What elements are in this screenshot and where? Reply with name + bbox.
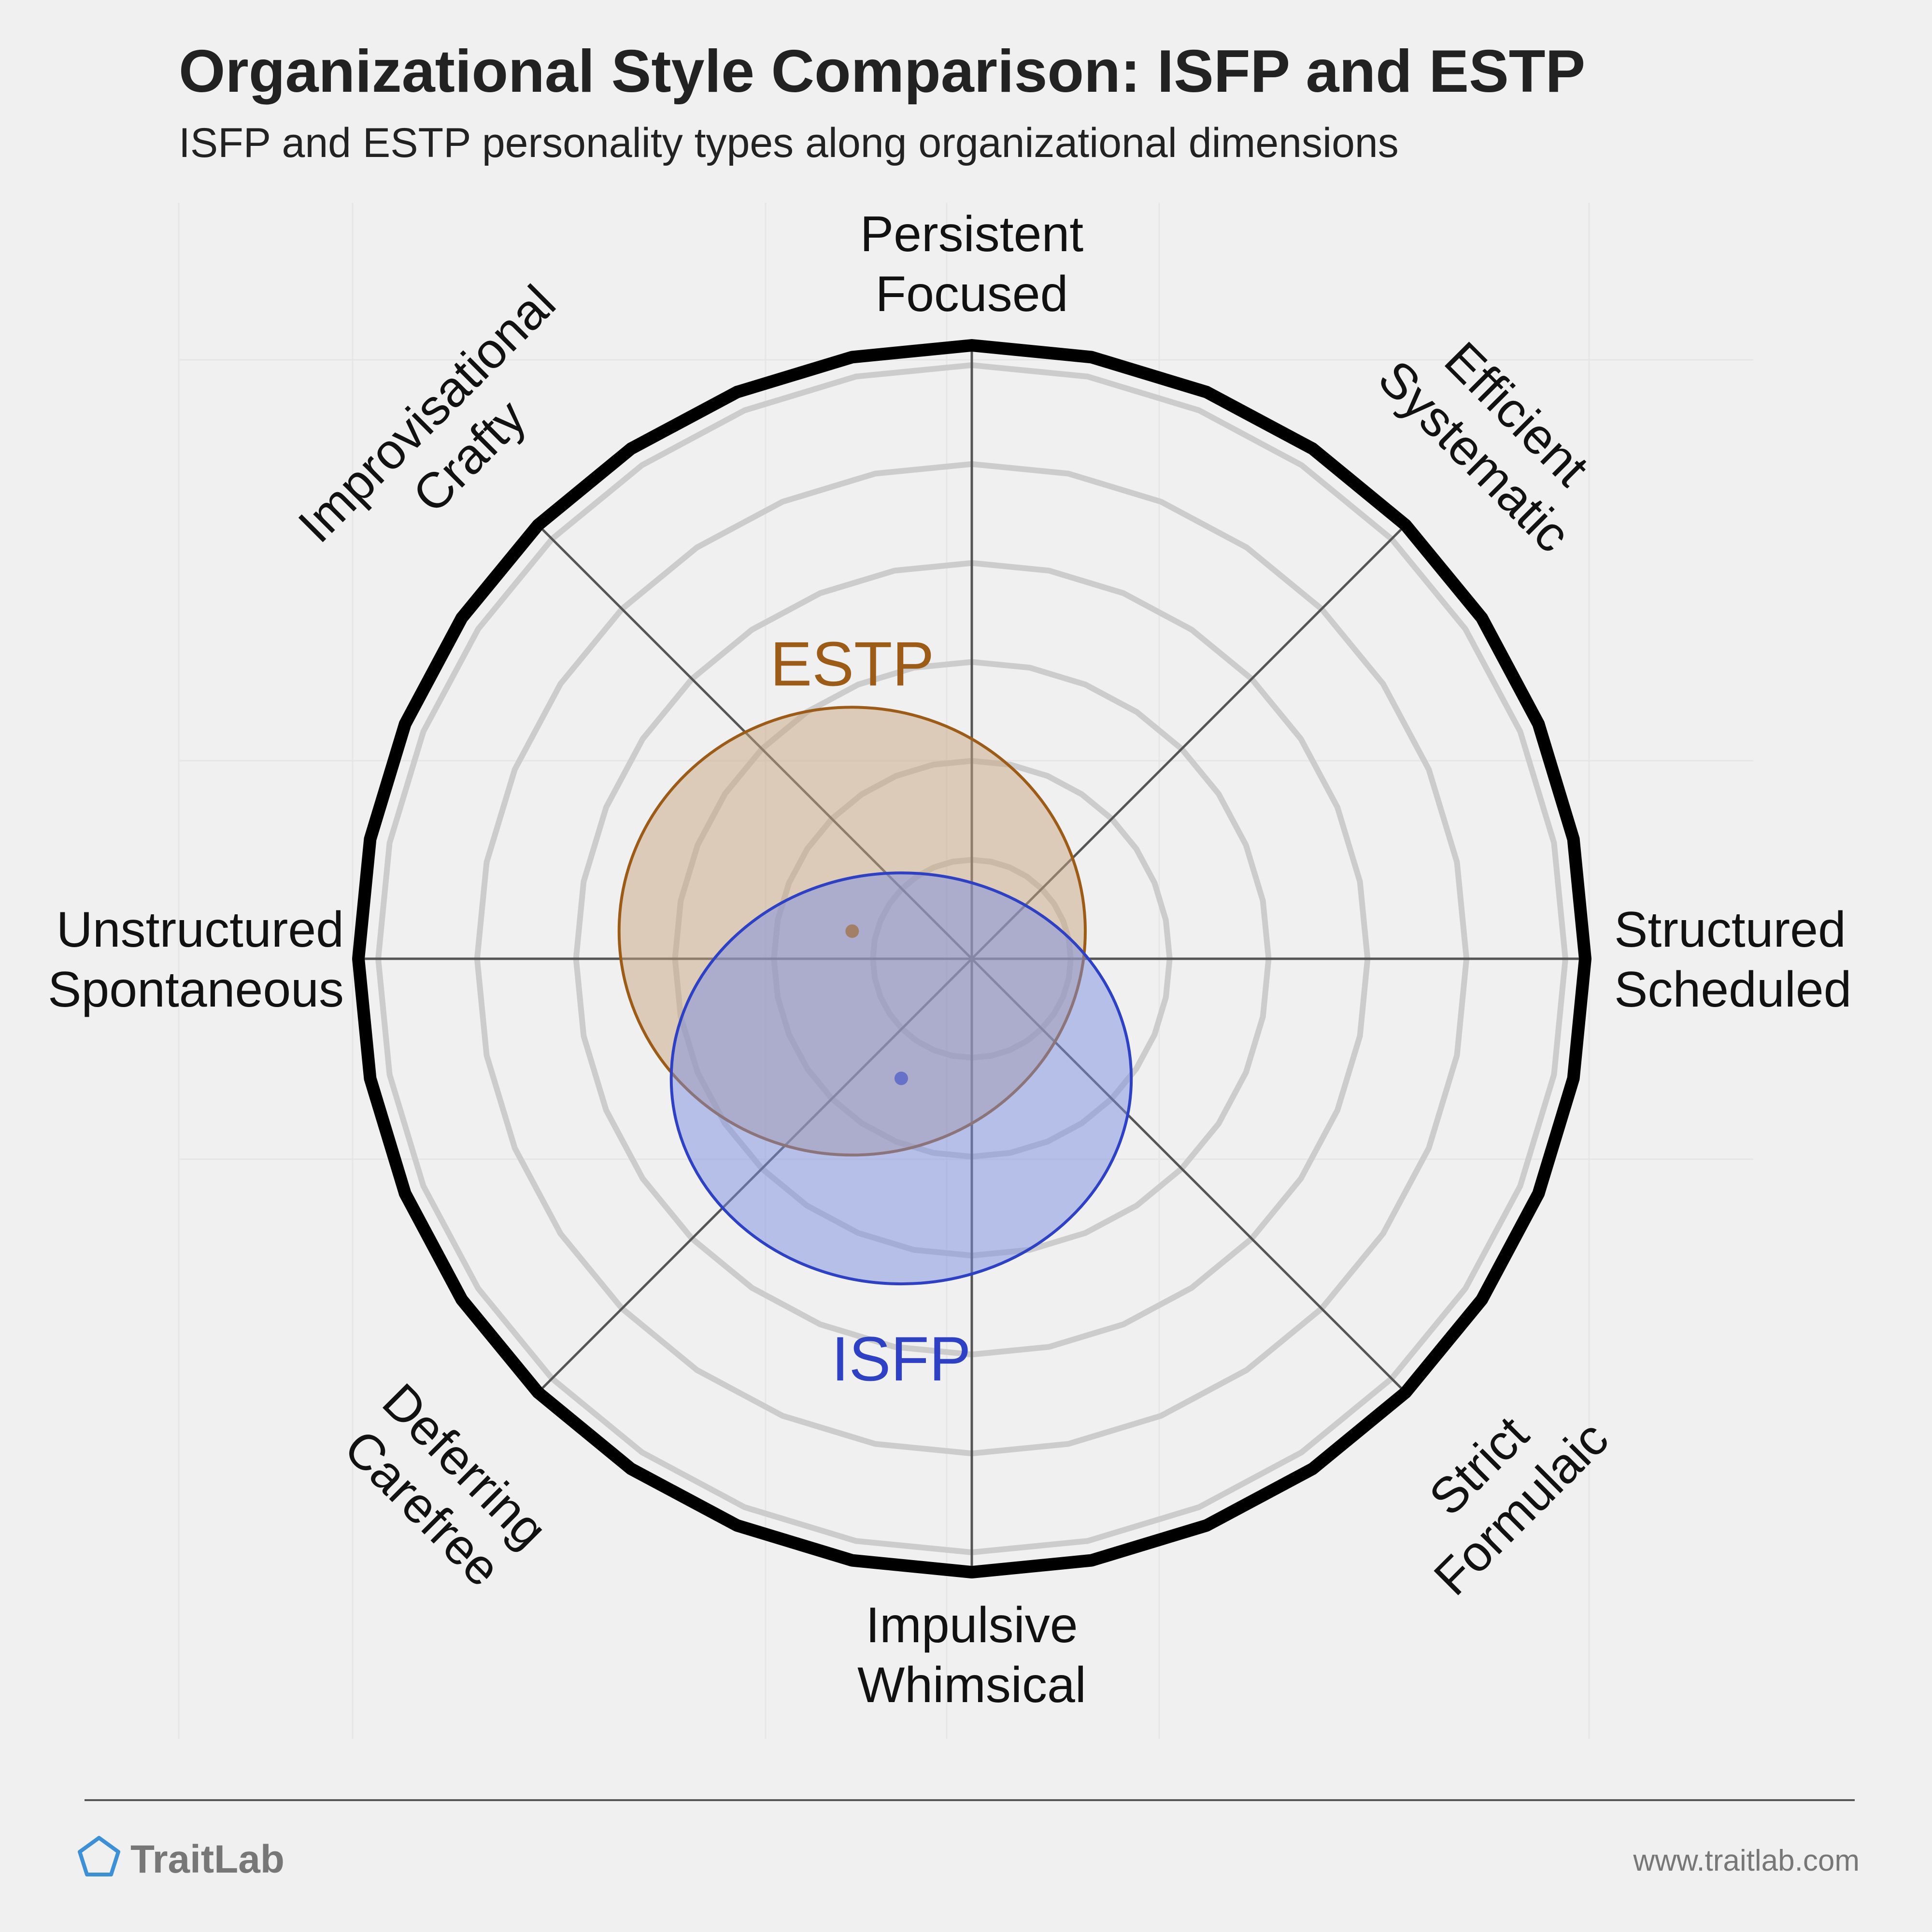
axis-label-unstructured-line2: Spontaneous xyxy=(48,962,344,1018)
footer-url[interactable]: www.traitlab.com xyxy=(1633,1844,1860,1877)
isfp-center-point xyxy=(894,1071,908,1085)
axis-label-structured-line1: Structured xyxy=(1614,902,1846,958)
chart-title: Organizational Style Comparison: ISFP an… xyxy=(179,38,1585,105)
series-layer: ESTP ISFP xyxy=(617,628,1133,1394)
outer-ring-shape xyxy=(352,339,1591,1578)
axis-label-unstructured-line1: Unstructured xyxy=(57,902,344,958)
brand-name: TraitLab xyxy=(130,1837,284,1881)
outer-ring xyxy=(352,339,1591,1578)
estp-center-point xyxy=(845,924,859,938)
axis-label-impulsive-line1: Impulsive xyxy=(866,1597,1078,1653)
axis-label-persistent-line2: Focused xyxy=(876,266,1068,322)
pentagon-icon xyxy=(78,1836,120,1876)
isfp-label: ISFP xyxy=(831,1323,971,1394)
estp-label: ESTP xyxy=(770,628,935,699)
axis-label-impulsive-line2: Whimsical xyxy=(857,1657,1086,1713)
axis-label-structured-line2: Scheduled xyxy=(1614,962,1852,1018)
chart-subtitle: ISFP and ESTP personality types along or… xyxy=(179,120,1399,166)
axis-label-persistent-line1: Persistent xyxy=(860,206,1084,262)
traitlab-logo: TraitLab xyxy=(78,1836,284,1881)
